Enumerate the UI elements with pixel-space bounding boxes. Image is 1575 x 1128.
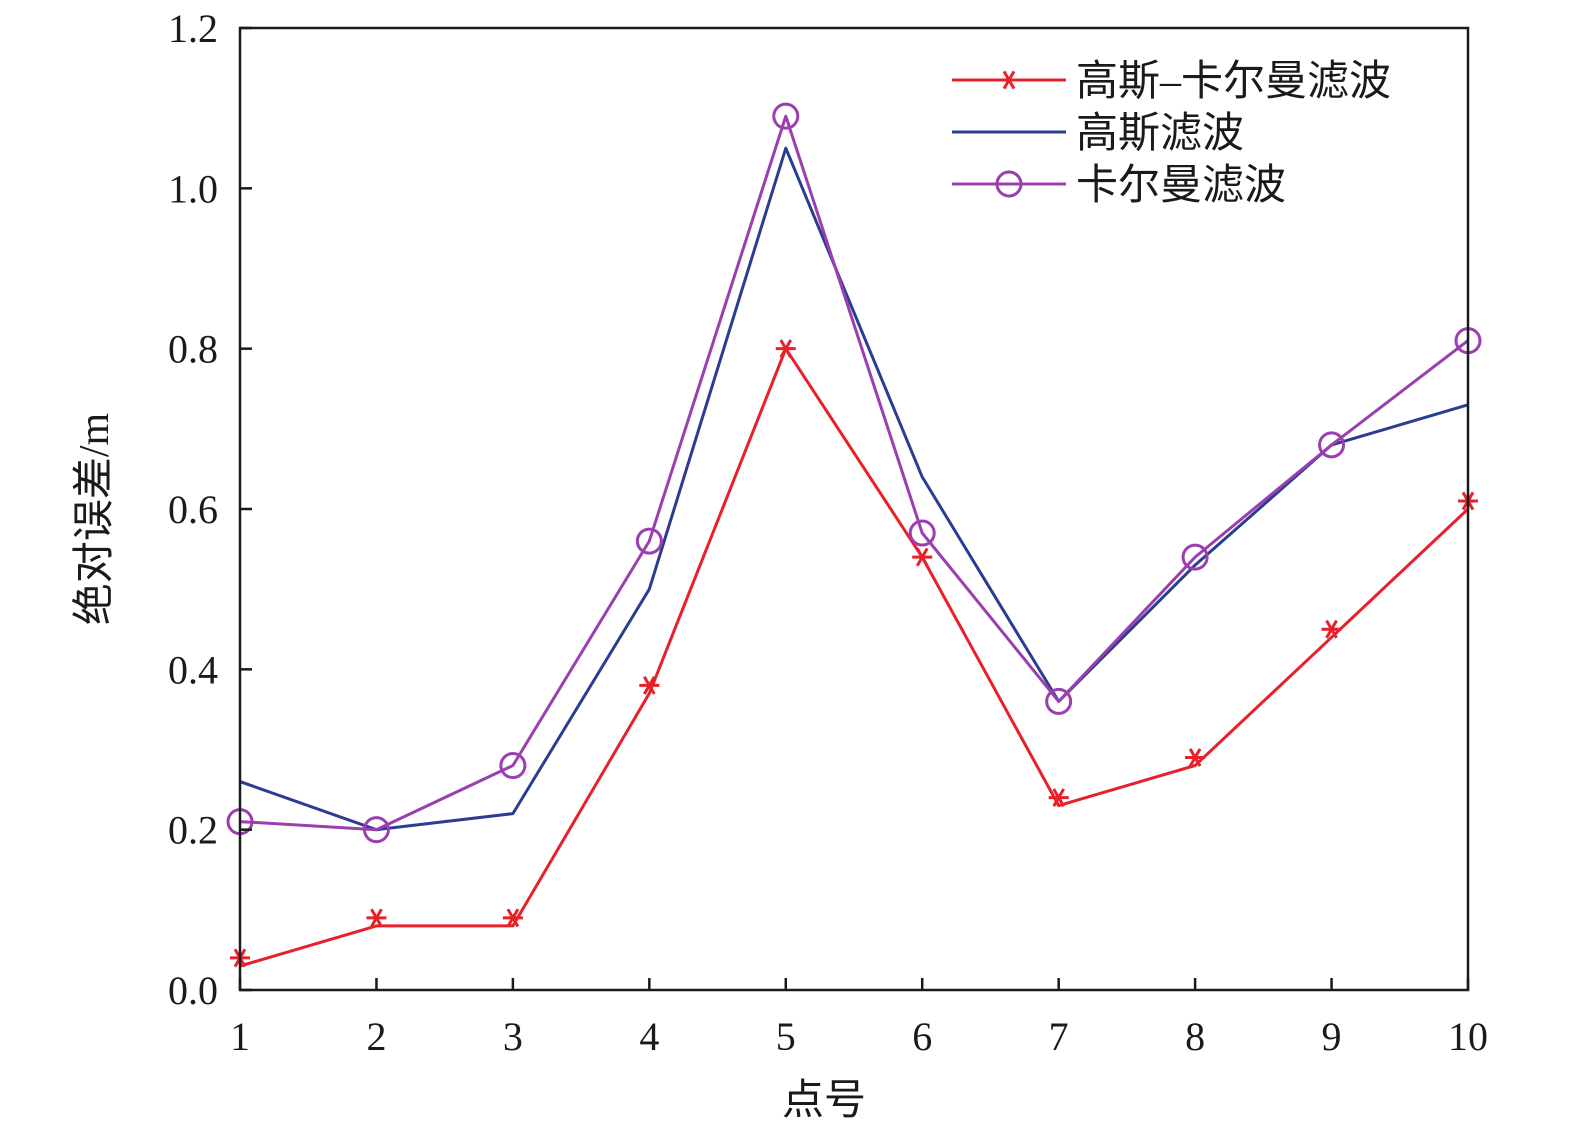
- legend-marker-1: [999, 70, 1019, 90]
- y-tick-label-3: 0.6: [168, 487, 218, 532]
- series-3: [226, 102, 1482, 844]
- series-3-point-2: [362, 816, 390, 844]
- legend-label-2: 高斯滤波: [1076, 111, 1244, 157]
- series-1-point-3: [502, 908, 523, 928]
- legend-marker-3: [995, 170, 1023, 198]
- series-2-line: [239, 146, 1469, 832]
- series-3-point-9: [1318, 431, 1346, 459]
- series-3-point-3: [499, 752, 527, 780]
- series-1-point-8: [1185, 748, 1206, 767]
- x-tick-label-2: 2: [366, 1014, 386, 1059]
- ticks-layer: 1 2 3 4 5 6 7 8 9 10 0.0 0.2 0.4 0.6 0.8 1.0 1.2: [168, 6, 1488, 1059]
- x-tick-label-10: 10: [1448, 1014, 1488, 1059]
- legend-label-1: 高斯–卡尔曼滤波: [1076, 59, 1391, 105]
- y-tick-label-5: 1.0: [168, 166, 218, 211]
- series-2: [239, 146, 1469, 832]
- series-1-point-7: [1048, 788, 1069, 808]
- series-1-point-5: [775, 339, 796, 359]
- y-tick-label-0: 0.0: [168, 968, 218, 1013]
- legend-item-3: 卡尔曼滤波: [952, 163, 1286, 209]
- series-1-point-6: [912, 547, 933, 567]
- x-axis-label: 点号: [782, 1078, 866, 1124]
- series-3-point-6: [908, 519, 936, 547]
- x-tick-label-9: 9: [1322, 1014, 1342, 1059]
- series-1-point-2: [366, 908, 387, 928]
- x-tick-label-1: 1: [230, 1014, 250, 1059]
- series-1-point-9: [1321, 619, 1342, 639]
- x-tick-label-3: 3: [503, 1014, 523, 1059]
- legend-item-1: 高斯–卡尔曼滤波: [952, 59, 1391, 105]
- y-axis-label: 绝对误差/m: [71, 413, 118, 626]
- y-tick-label-4: 0.8: [168, 327, 218, 372]
- series-1: [230, 339, 1478, 968]
- legend-item-2: 高斯滤波: [952, 111, 1244, 157]
- x-tick-label-6: 6: [912, 1014, 932, 1059]
- y-tick-label-2: 0.4: [168, 647, 218, 692]
- series-3-point-4: [635, 527, 663, 555]
- series-3-point-8: [1181, 543, 1209, 571]
- y-tick-label-1: 0.2: [168, 808, 218, 853]
- series-1-point-4: [639, 675, 660, 695]
- x-tick-label-8: 8: [1185, 1014, 1205, 1059]
- series-3-line: [239, 114, 1469, 832]
- x-tick-label-4: 4: [639, 1014, 659, 1059]
- legend-label-3: 卡尔曼滤波: [1076, 163, 1286, 209]
- series-3-point-5: [772, 102, 800, 130]
- x-tick-label-7: 7: [1049, 1014, 1069, 1059]
- x-tick-label-5: 5: [776, 1014, 796, 1059]
- series-3-point-7: [1045, 687, 1073, 715]
- y-tick-label-6: 1.2: [168, 6, 218, 51]
- series-1-line: [239, 347, 1470, 968]
- series-layer: [226, 102, 1482, 968]
